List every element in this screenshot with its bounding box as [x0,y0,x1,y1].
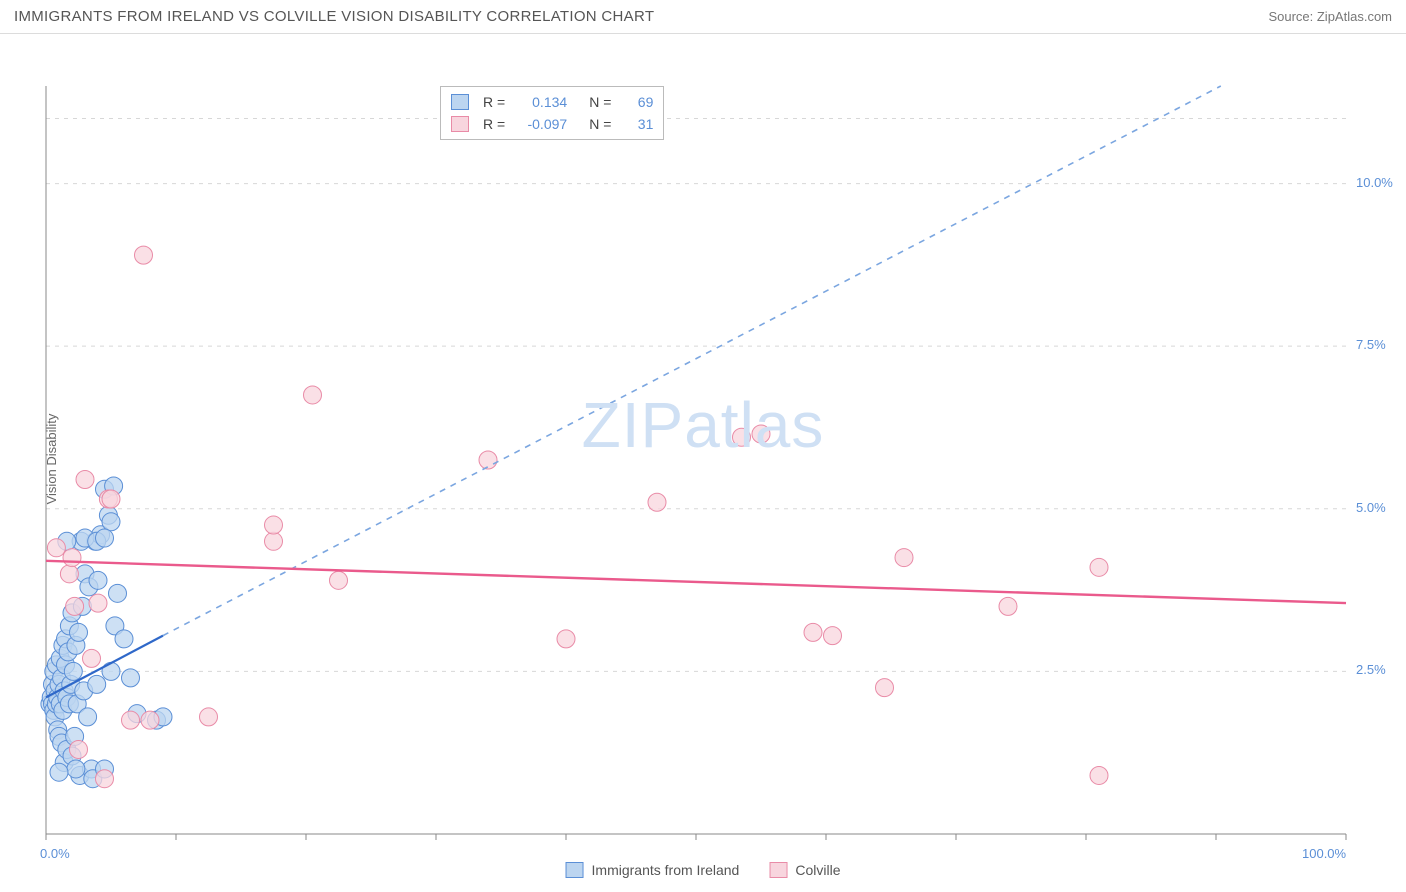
series-legend-item: Colville [769,862,840,878]
series-label: Immigrants from Ireland [592,862,740,878]
legend-n-label: N = [589,91,611,113]
y-tick-label: 2.5% [1356,662,1386,677]
legend-row: R = 0.134 N = 69 [451,91,653,113]
series-legend: Immigrants from Ireland Colville [566,862,841,878]
x-tick-label: 0.0% [40,846,70,861]
chart-header: IMMIGRANTS FROM IRELAND VS COLVILLE VISI… [0,0,1406,34]
legend-swatch [451,116,469,132]
legend-swatch [769,862,787,878]
y-tick-label: 5.0% [1356,500,1386,515]
correlation-legend: R = 0.134 N = 69 R = -0.097 N = 31 [440,86,664,140]
scatter-plot [0,34,1406,884]
series-legend-item: Immigrants from Ireland [566,862,740,878]
legend-n-value: 69 [625,91,653,113]
legend-n-label: N = [589,113,611,135]
y-axis-label: Vision Disability [44,414,59,505]
legend-r-label: R = [483,91,505,113]
legend-r-value: 0.134 [519,91,567,113]
y-tick-label: 10.0% [1356,175,1393,190]
chart-source: Source: ZipAtlas.com [1268,9,1392,24]
legend-row: R = -0.097 N = 31 [451,113,653,135]
legend-swatch [566,862,584,878]
series-label: Colville [795,862,840,878]
chart-area: Vision Disability ZIPatlas R =0.134N =69… [0,34,1406,884]
legend-r-label: R = [483,113,505,135]
legend-r-value: -0.097 [519,113,567,135]
chart-title: IMMIGRANTS FROM IRELAND VS COLVILLE VISI… [14,8,654,25]
legend-swatch [451,94,469,110]
x-tick-label: 100.0% [1302,846,1346,861]
y-tick-label: 7.5% [1356,337,1386,352]
legend-n-value: 31 [625,113,653,135]
